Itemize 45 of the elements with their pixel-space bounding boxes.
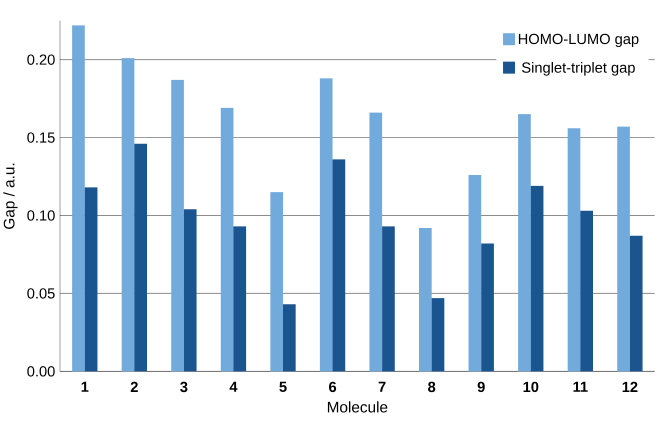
x-tick-label: 11 xyxy=(574,382,588,392)
bar xyxy=(568,128,580,372)
y-tick-label: 0.20 xyxy=(27,54,55,65)
x-tick-label: 7 xyxy=(378,382,386,392)
bar xyxy=(530,186,544,372)
x-tick-label: 5 xyxy=(279,382,287,392)
y-tick-label: 0.00 xyxy=(27,366,55,377)
bar xyxy=(369,112,382,372)
x-tick-label: 2 xyxy=(130,382,138,392)
bar xyxy=(320,78,333,372)
x-tick-label: 8 xyxy=(428,382,436,392)
bar xyxy=(283,304,296,372)
bar xyxy=(332,159,346,372)
bar xyxy=(171,80,184,372)
legend-label: HOMO-LUMO gap xyxy=(518,34,638,48)
y-tick-label: 0.05 xyxy=(27,288,55,299)
bar xyxy=(233,226,246,372)
x-axis-title: Molecule xyxy=(328,401,388,413)
x-tick-label: 6 xyxy=(329,382,336,392)
bar xyxy=(220,108,234,372)
x-tick-label: 12 xyxy=(622,382,638,392)
x-tick-label: 4 xyxy=(230,382,238,392)
bar xyxy=(270,192,284,372)
bar xyxy=(419,228,432,372)
bar xyxy=(518,114,531,372)
bar xyxy=(481,244,494,372)
bar xyxy=(122,58,134,372)
x-tick-label: 3 xyxy=(180,382,188,392)
y-tick-label: 0.15 xyxy=(27,132,55,143)
bar xyxy=(184,209,197,372)
bar xyxy=(468,174,482,372)
bar xyxy=(84,187,98,372)
x-tick-label: 1 xyxy=(82,382,88,392)
y-axis-title: Gap / a.u. xyxy=(3,164,18,229)
y-tick-label: 0.10 xyxy=(27,210,55,221)
bar xyxy=(580,210,594,372)
legend-label: Singlet-triplet gap xyxy=(522,62,635,76)
x-tick-label: 10 xyxy=(524,382,538,392)
bar xyxy=(382,226,395,372)
bar xyxy=(617,126,630,372)
bar xyxy=(630,236,643,372)
bar xyxy=(432,298,444,372)
bar xyxy=(134,144,148,372)
bar xyxy=(72,25,85,372)
x-tick-label: 9 xyxy=(478,382,485,392)
